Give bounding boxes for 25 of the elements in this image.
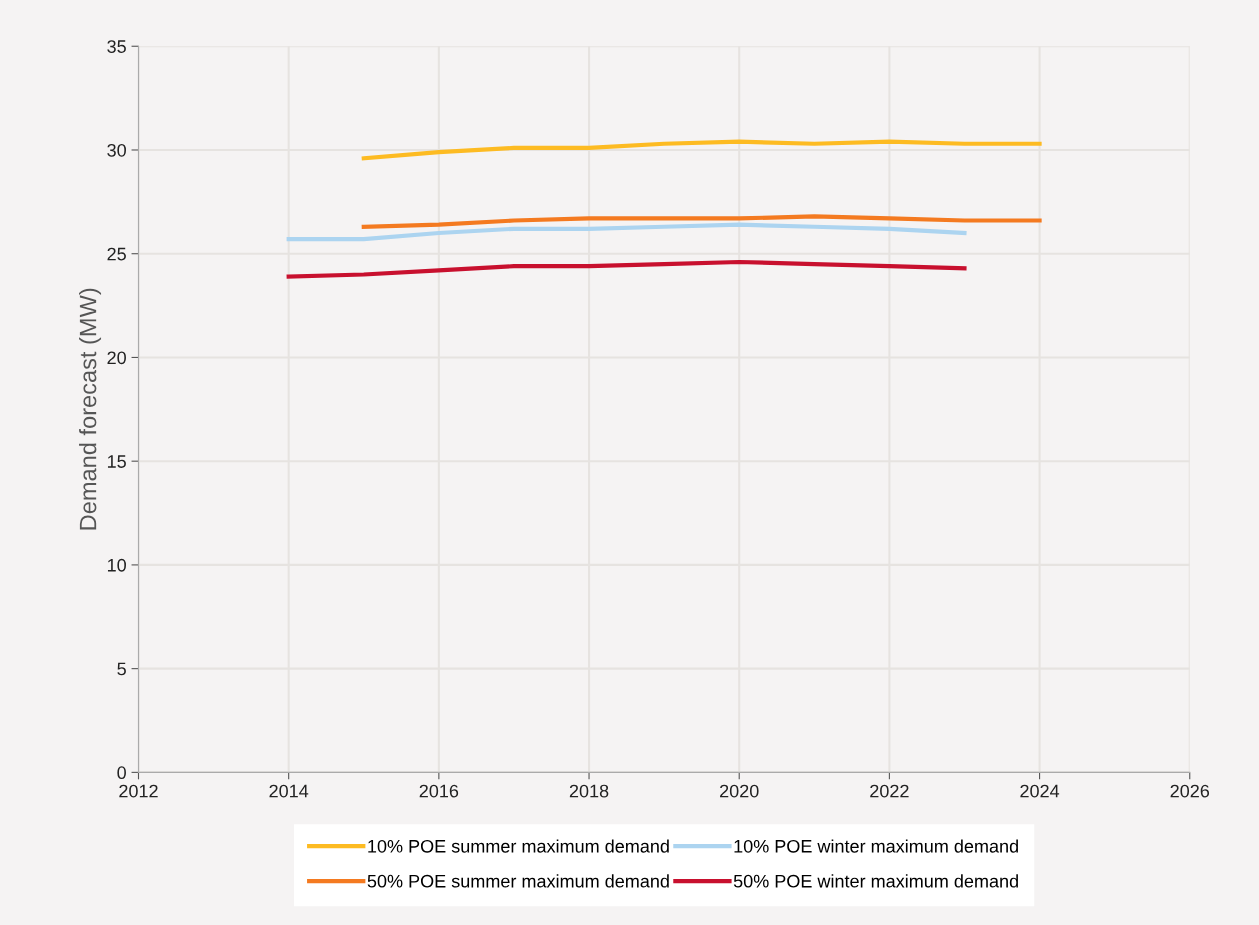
y-tick-label: 15 [107,455,126,468]
legend-label: 10% POE winter maximum demand [734,839,1018,853]
x-tick-label: 2020 [720,784,759,798]
x-tick-label: 2026 [1170,784,1210,798]
line-series [286,259,967,279]
y-tick-label: 35 [107,40,126,53]
legend-label: 10% POE summer maximum demand [368,839,669,853]
line-series [361,139,1042,161]
y-axis-title: Demand forecast (MW) [79,288,102,530]
y-tick-label: 30 [107,143,126,157]
x-tick-label: 2014 [269,784,309,798]
y-tick-label: 10 [107,558,126,572]
x-tick-label: 2024 [1020,784,1060,798]
line-series [361,214,1042,229]
legend-label: 50% POE winter maximum demand [733,874,1018,888]
x-tick-label: 2012 [119,784,158,798]
x-tick-label: 2016 [419,784,459,798]
y-tick-label: 5 [117,662,126,676]
y-tick-label: 0 [117,766,126,780]
y-tick-label: 20 [107,351,126,365]
legend-label: 50% POE summer maximum demand [367,874,669,888]
y-tick-label: 25 [107,247,126,261]
line-series [286,222,967,242]
x-tick-label: 2018 [569,784,609,798]
x-tick-label: 2022 [870,784,909,798]
